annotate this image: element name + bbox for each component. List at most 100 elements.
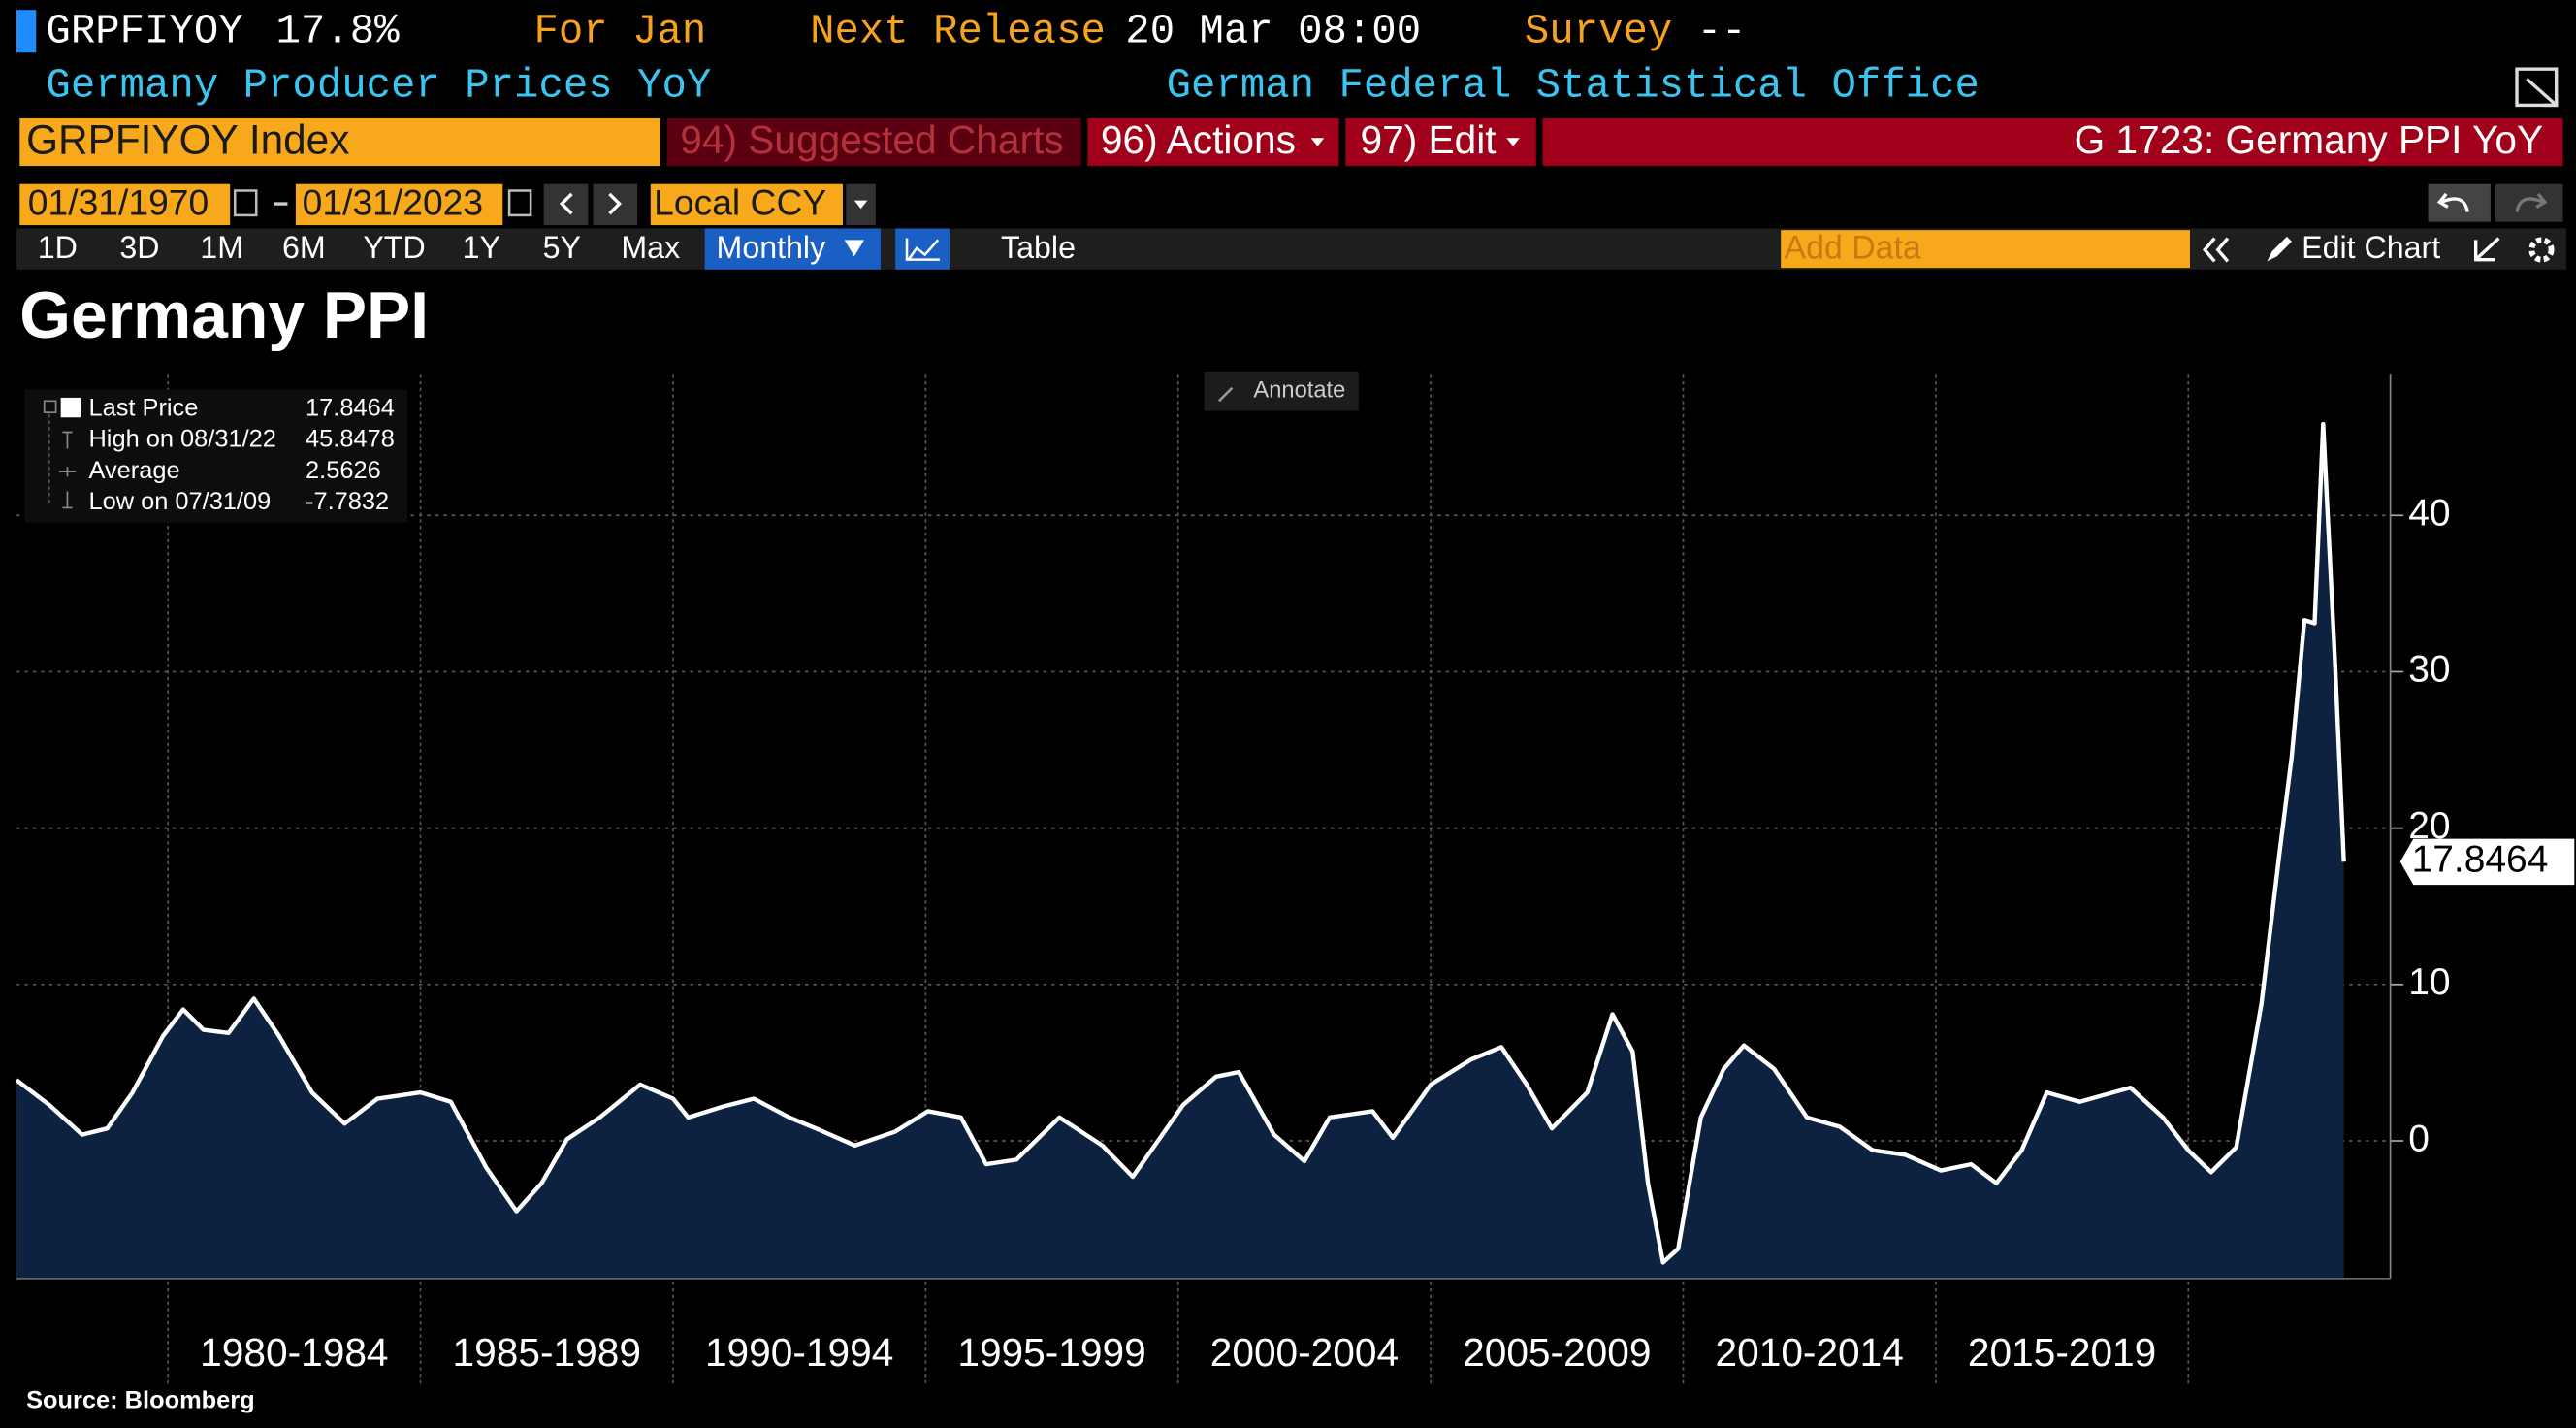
add-data: Add Data [1785, 229, 1921, 266]
undo-button[interactable] [2428, 183, 2491, 222]
dropdown-arrow [853, 200, 868, 210]
suggested-button[interactable] [666, 117, 1081, 167]
pencil-icon [2267, 236, 2292, 262]
calendar-icon[interactable] [507, 189, 532, 217]
next-release-label: Next Release [810, 8, 1106, 54]
suggested-label: 94) Suggested Charts [680, 117, 1063, 162]
legend-glyph [62, 491, 73, 509]
ticker-marker [16, 10, 37, 53]
start-date-box[interactable] [19, 183, 231, 226]
end-date-box[interactable] [295, 183, 503, 226]
undo-icon [2436, 192, 2469, 212]
price: 17.8% [276, 8, 401, 54]
range-button[interactable]: 1D [38, 230, 78, 265]
x-tick-label: 1985-1989 [453, 1330, 641, 1375]
line [15, 421, 2346, 1265]
chart-id-bar [1542, 117, 2563, 167]
y-tick-label: 40 [2408, 493, 2450, 535]
range-button[interactable]: 3D [119, 230, 159, 265]
legend-value: 45.8478 [306, 426, 395, 453]
dropdown-arrow [1506, 138, 1520, 146]
range-button[interactable]: 6M [282, 230, 326, 265]
edit-label: 97) Edit [1361, 117, 1497, 162]
end-date: 01/31/2023 [303, 182, 483, 223]
next-icon [608, 192, 622, 215]
legend-swatch [60, 397, 80, 418]
frequency: Monthly [717, 230, 827, 265]
table-button[interactable]: Table [1001, 230, 1076, 265]
range-button[interactable]: 1M [200, 230, 243, 265]
chart-icon [905, 238, 940, 261]
range-button[interactable]: Max [621, 230, 680, 265]
chart-id: G 1723: Germany PPI YoY [2075, 117, 2543, 162]
security-name: Germany Producer Prices YoY [46, 62, 711, 109]
x-tick-label: 2010-2014 [1716, 1330, 1904, 1375]
redo-icon [2515, 192, 2548, 212]
annotate-label: Annotate [1253, 377, 1345, 403]
legend-label: Average [88, 457, 179, 484]
start-date: 01/31/1970 [28, 182, 209, 223]
legend-glyph [43, 400, 57, 414]
ticker: GRPFIYOY [46, 8, 242, 54]
data-source: German Federal Statistical Office [1167, 62, 1980, 109]
currency: Local CCY [654, 182, 826, 223]
x-tick-label: 1990-1994 [705, 1330, 893, 1375]
range-button[interactable]: 5Y [543, 230, 581, 265]
next-release: 20 Mar 08:00 [1125, 8, 1421, 54]
y-tick-label: 0 [2408, 1118, 2430, 1159]
legend-value: -7.7832 [306, 488, 389, 515]
edit-icon[interactable] [2473, 237, 2500, 262]
last-value-tag [2399, 838, 2575, 886]
redo-button[interactable] [2496, 183, 2563, 222]
area [16, 424, 2344, 1279]
x-tick-label: 2000-2004 [1210, 1330, 1399, 1375]
date-dash [274, 202, 288, 206]
x-tick-label: 1995-1999 [957, 1330, 1145, 1375]
legend: Last Price 17.8464 High on 08/31/22 45.8478… [43, 394, 395, 515]
dropdown-arrow [844, 240, 864, 257]
legend-label: Low on 07/31/09 [88, 488, 271, 515]
y-tick-label: 30 [2408, 649, 2450, 691]
index-box[interactable] [19, 117, 660, 167]
survey: -- [1697, 8, 1747, 54]
x-tick-label: 2015-2019 [1968, 1330, 2156, 1375]
range-button[interactable]: 1Y [463, 230, 500, 265]
period: For Jan [534, 8, 707, 54]
x-tick-label: 2005-2009 [1463, 1330, 1651, 1375]
chart-title: Germany PPI [19, 279, 429, 352]
last-value: 17.8464 [2412, 839, 2549, 881]
legend-label: Last Price [88, 394, 198, 421]
collapse-icon[interactable] [2202, 237, 2230, 263]
legend-box [24, 389, 408, 523]
source-note: Source: Bloomberg [26, 1387, 255, 1414]
chart-type-button[interactable] [895, 228, 950, 270]
calendar-icon[interactable] [233, 189, 258, 217]
add-data-box[interactable] [1781, 230, 2190, 269]
x-tick-label: 1980-1984 [200, 1330, 388, 1375]
edit-chart[interactable]: Edit Chart [2302, 230, 2440, 265]
settings-icon[interactable] [2528, 237, 2555, 263]
legend-glyph [62, 431, 73, 449]
range-buttons: 1D 3D 1M 6M YTD 1Y 5Y Max [38, 230, 680, 265]
legend-glyph [58, 467, 76, 477]
prev-button[interactable] [543, 183, 589, 226]
edit-button[interactable] [1345, 117, 1536, 167]
actions-button[interactable] [1087, 117, 1339, 167]
popout-icon[interactable] [2515, 67, 2559, 108]
next-button[interactable] [593, 183, 638, 226]
currency-box[interactable] [650, 183, 843, 226]
legend-value: 17.8464 [306, 394, 395, 421]
annotate-icon [1217, 386, 1234, 403]
legend-value: 2.5626 [306, 457, 381, 484]
prev-icon [559, 192, 573, 215]
survey-label: Survey [1525, 8, 1672, 54]
dropdown-arrow [1310, 138, 1325, 146]
legend-label: High on 08/31/22 [88, 426, 275, 453]
actions-label: 96) Actions [1101, 117, 1296, 162]
y-tick-label: 10 [2408, 961, 2450, 1003]
range-button[interactable]: YTD [363, 230, 425, 265]
index-label: GRPFIYOY Index [26, 117, 349, 163]
